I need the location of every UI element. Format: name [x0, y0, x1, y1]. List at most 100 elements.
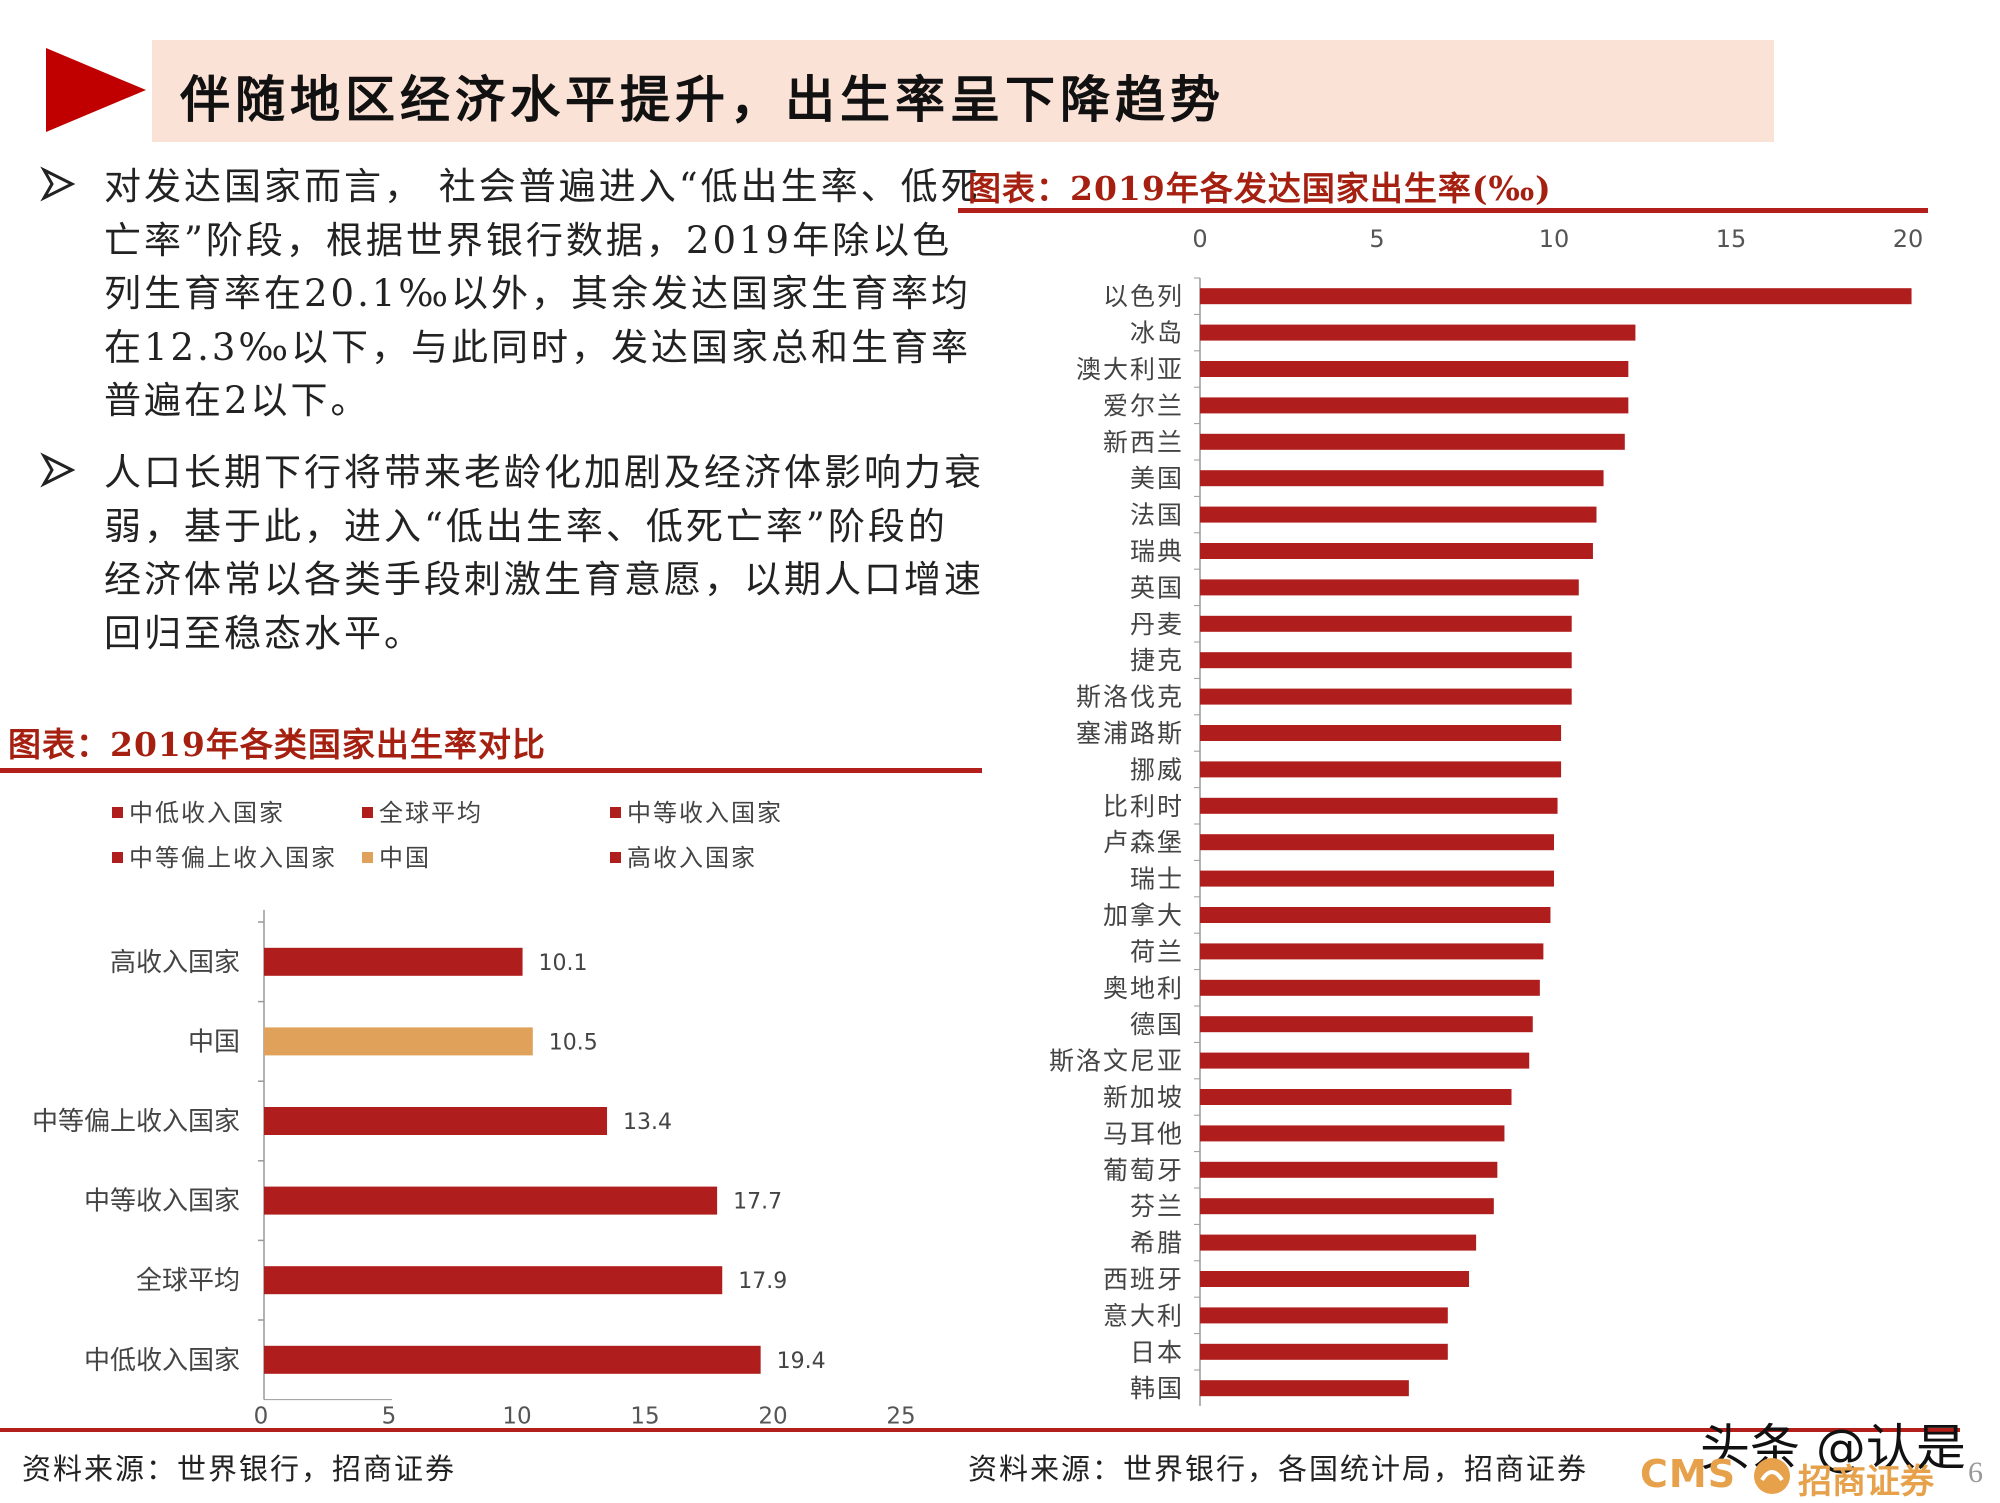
data-label: 17.9 — [738, 1269, 787, 1294]
bar — [1200, 506, 1597, 523]
watermark-text: 头条 @认是 — [1700, 1419, 1966, 1477]
data-label: 19.4 — [777, 1349, 826, 1374]
legend-item: 全球平均 — [362, 793, 483, 828]
category-label: 中低收入国家 — [84, 1346, 240, 1376]
bar — [1200, 324, 1636, 341]
legend-item: 中等偏上收入国家 — [112, 838, 337, 873]
category-label: 卢森堡 — [1103, 828, 1184, 857]
category-label: 西班牙 — [1103, 1265, 1184, 1294]
bar — [1200, 1271, 1470, 1287]
bar — [1200, 361, 1629, 377]
bar — [1200, 433, 1625, 450]
data-label: 13.4 — [623, 1110, 672, 1135]
x-tick-label: 0 — [254, 1404, 269, 1430]
category-label: 斯洛文尼亚 — [1049, 1047, 1184, 1076]
bar — [1200, 979, 1540, 996]
legend-swatch — [362, 807, 373, 818]
bullet-arrow-icon — [40, 452, 76, 488]
category-label: 意大利 — [1103, 1301, 1184, 1330]
legend-item: 中国 — [362, 838, 431, 873]
category-label: 芬兰 — [1130, 1192, 1184, 1221]
bar — [1200, 652, 1572, 669]
legend-swatch — [610, 807, 621, 818]
bar — [1200, 870, 1554, 887]
title-arrow-icon — [46, 48, 146, 132]
category-label: 捷克 — [1130, 646, 1184, 675]
bar — [1200, 943, 1544, 960]
category-label: 新西兰 — [1103, 428, 1184, 457]
bar — [264, 1266, 723, 1295]
x-tick-label: 25 — [886, 1404, 915, 1430]
x-tick-label: 20 — [1893, 225, 1924, 253]
left-chart-rule — [0, 768, 982, 773]
category-label: 法国 — [1130, 501, 1184, 530]
category-label: 瑞士 — [1130, 865, 1184, 894]
category-label: 冰岛 — [1130, 319, 1184, 348]
data-label: 10.1 — [539, 951, 588, 976]
data-label: 10.5 — [549, 1030, 598, 1055]
bullet-arrow-icon — [40, 166, 76, 202]
bar — [1200, 1052, 1530, 1069]
x-tick-label: 15 — [630, 1404, 659, 1430]
category-label: 日本 — [1130, 1338, 1184, 1367]
category-label: 斯洛伐克 — [1076, 683, 1184, 712]
right-chart-title: 图表：2019年各发达国家出生率(‰) — [968, 169, 1552, 208]
bar — [1200, 1198, 1494, 1215]
brand-logo-icon — [1754, 1458, 1790, 1494]
legend-item: 中等收入国家 — [610, 793, 783, 828]
page-title: 伴随地区经济水平提升，出生率呈下降趋势 — [180, 70, 1225, 129]
bar — [264, 1186, 718, 1215]
bar — [264, 1107, 608, 1135]
category-label: 德国 — [1130, 1010, 1184, 1039]
bar — [1200, 288, 1912, 305]
bar — [1200, 797, 1558, 814]
income-group-birth-rate-chart: 高收入国家 10.1 中国 10.5 中等偏上收入国家 13.4 中等收入国家 17.7 全球平… — [32, 910, 916, 1430]
legend-swatch — [610, 852, 621, 863]
x-tick-label: 0 — [1192, 225, 1207, 253]
page-number: 6 — [1968, 1456, 1983, 1489]
bar — [1200, 834, 1554, 851]
bar — [1200, 761, 1562, 778]
bullet-2: 人口长期下行将带来老龄化加剧及经济体影响力衰弱，基于此，进入“低出生率、低死亡率… — [40, 446, 981, 716]
left-chart-title: 图表：2019年各类国家出生率对比 — [8, 725, 546, 764]
category-label: 韩国 — [1130, 1374, 1184, 1403]
x-tick-label: 10 — [502, 1404, 531, 1430]
bar — [1200, 1089, 1512, 1105]
category-label: 比利时 — [1103, 792, 1184, 821]
left-chart-source: 资料来源：世界银行，招商证券 — [22, 1452, 457, 1486]
category-label: 全球平均 — [136, 1266, 240, 1296]
category-label: 瑞典 — [1130, 537, 1184, 566]
bar — [1200, 1016, 1533, 1033]
bar — [264, 1345, 761, 1374]
bar — [1200, 397, 1629, 414]
bar — [1200, 725, 1562, 741]
category-label: 美国 — [1130, 464, 1184, 493]
bar — [1200, 1125, 1505, 1142]
legend-item: 中低收入国家 — [112, 793, 285, 828]
category-label: 丹麦 — [1130, 610, 1184, 639]
category-label: 塞浦路斯 — [1076, 719, 1184, 748]
bottom-rule — [0, 1428, 1960, 1432]
bar — [1200, 1161, 1498, 1178]
bar — [1200, 470, 1604, 487]
x-tick-label: 5 — [1369, 225, 1384, 253]
bullet-text: 人口长期下行将带来老龄化加剧及经济体影响力衰弱，基于此，进入“低出生率、低死亡率… — [104, 451, 984, 655]
bullet-1: 对发达国家而言， 社会普遍进入“低出生率、低死亡率”阶段，根据世界银行数据，20… — [40, 160, 978, 430]
bullet-text: 对发达国家而言， 社会普遍进入“低出生率、低死亡率”阶段，根据世界银行数据，20… — [104, 165, 981, 422]
bar — [264, 1027, 533, 1056]
brand-logo-cn: 招商证券 — [1798, 1462, 1934, 1502]
brand-logo-text: CMS — [1640, 1452, 1737, 1496]
category-label: 爱尔兰 — [1103, 391, 1184, 420]
category-label: 新加坡 — [1103, 1083, 1184, 1112]
right-chart-rule — [958, 208, 1928, 213]
bar — [1200, 543, 1593, 559]
x-tick-label: 5 — [382, 1404, 397, 1430]
x-tick-label: 15 — [1716, 225, 1747, 253]
category-label: 高收入国家 — [110, 948, 240, 978]
category-label: 以色列 — [1103, 282, 1184, 311]
category-label: 荷兰 — [1130, 937, 1184, 966]
category-label: 中等偏上收入国家 — [32, 1107, 240, 1137]
bar — [1200, 907, 1551, 923]
legend-swatch — [362, 852, 373, 863]
bar — [1200, 1343, 1448, 1360]
